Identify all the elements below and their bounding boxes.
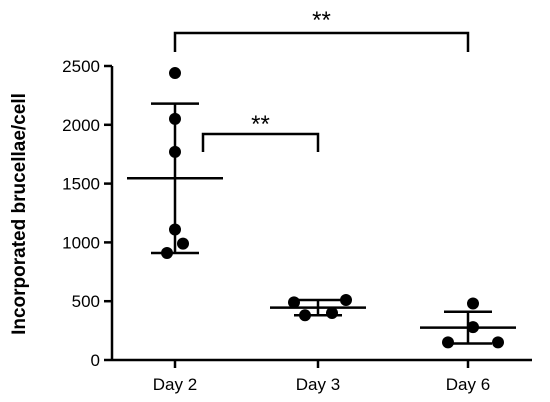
data-point bbox=[288, 296, 300, 309]
data-point bbox=[161, 246, 173, 259]
significance-bracket: ** bbox=[173, 7, 470, 52]
data-point bbox=[169, 67, 181, 80]
data-point bbox=[169, 223, 181, 236]
y-tick-label: 0 bbox=[91, 351, 100, 370]
significance-bracket: ** bbox=[201, 111, 320, 152]
data-point bbox=[467, 297, 479, 310]
bracket-line bbox=[201, 132, 320, 152]
data-point bbox=[442, 336, 454, 349]
x-tick-label: Day 3 bbox=[296, 375, 340, 394]
group-day-2 bbox=[127, 67, 223, 259]
group-day-3 bbox=[270, 294, 366, 322]
group-day-6 bbox=[420, 297, 516, 349]
significance-label: ** bbox=[251, 111, 270, 138]
data-point bbox=[467, 321, 479, 334]
chart-marks: ** ** bbox=[127, 7, 516, 349]
axes: 0 500 1000 1500 2000 2500 Day 2 Day 3 Day 6 bbox=[62, 57, 532, 394]
y-tick-label: 1000 bbox=[62, 233, 100, 252]
data-point bbox=[299, 309, 311, 322]
x-tick-label: Day 2 bbox=[153, 375, 197, 394]
data-point bbox=[340, 294, 352, 307]
data-point bbox=[326, 306, 338, 319]
y-tick-label: 2000 bbox=[62, 116, 100, 135]
data-point bbox=[492, 336, 504, 349]
y-tick-label: 1500 bbox=[62, 175, 100, 194]
data-point bbox=[177, 237, 189, 250]
significance-label: ** bbox=[312, 7, 331, 34]
data-point bbox=[169, 145, 181, 158]
x-tick-label: Day 6 bbox=[446, 375, 490, 394]
y-axis-title: Incorporated brucellae/cell bbox=[9, 93, 30, 335]
y-tick-label: 2500 bbox=[62, 57, 100, 76]
y-tick-label: 500 bbox=[72, 292, 100, 311]
bracket-line bbox=[173, 31, 470, 52]
data-point bbox=[169, 112, 181, 125]
